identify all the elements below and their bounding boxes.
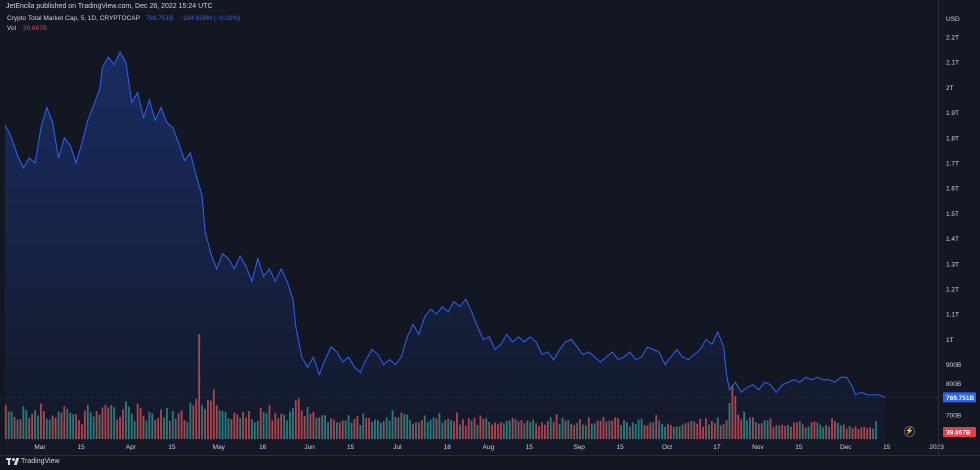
publisher-line: JetEncila published on TradingView.com, … [6,3,213,10]
x-tick-label: 15 [526,444,534,451]
x-tick-label: 15 [883,444,891,451]
y-tick-label: 1T [946,337,954,344]
y-tick-label: 2.1T [946,60,959,67]
symbol-title[interactable]: Crypto Total Market Cap, 5, 1D, CRYPTOCA… [7,15,140,22]
y-tick-label: 700B [946,413,961,420]
volume-tag [943,427,976,437]
x-tick-label: Dec [840,444,852,451]
y-tick-label: 1.3T [946,261,959,268]
y-tick-label: 2.2T [946,35,959,42]
y-tick-label: 1.1T [946,312,959,319]
x-tick-label: Mar [34,444,46,451]
x-tick-label: 15 [347,444,355,451]
y-axis[interactable]: USD 700B 900B 1T 1.1T 1.2T 1.3T 1.4T 1.5T 1.6T 1.7… [946,16,961,420]
x-tick-label: 15 [77,444,85,451]
x-tick-label: 15 [617,444,625,451]
y-tick-label: 1.6T [946,186,959,193]
x-tick-label: 17 [713,444,721,451]
price-tags: 769.751B 39.867B [943,392,976,437]
y-tick-label: 900B [946,362,961,369]
last-price-tag [943,392,976,403]
brand[interactable]: TradingView [6,458,60,465]
x-tick-label: Nov [752,444,764,451]
y-axis-unit: USD [946,16,960,23]
y-tick-label: 1.8T [946,135,959,142]
x-tick-label: 15 [795,444,803,451]
y-tick-label: 1.9T [946,110,959,117]
x-tick-label: 18 [444,444,452,451]
x-tick-label: Jul [393,444,402,451]
y-tick-label: 1.7T [946,161,959,168]
market-cap-area [5,52,885,456]
volume-label[interactable]: Vol [7,25,17,32]
symbol-legend[interactable]: Crypto Total Market Cap, 5, 1D, CRYPTOCA… [7,15,240,22]
x-tick-label: May [213,444,226,451]
volume-value: 39.867B [22,25,48,32]
tradingview-logo-icon [6,458,20,465]
x-tick-label: 16 [259,444,267,451]
legend-change: −184.658M (−0.02%) [179,15,241,22]
x-tick-label: Aug [483,444,495,451]
volume-tag-label: 39.867B [946,430,971,437]
x-tick-label: Oct [662,444,672,451]
y-tick-label: 1.2T [946,287,959,294]
x-tick-label: Apr [126,444,137,451]
last-price-tag-label: 769.751B [946,395,974,402]
y-axis-border [938,0,939,455]
footer-bar: TradingView [0,455,980,470]
x-tick-label: Sep [573,444,585,451]
legend-last-price: 769.751B [145,15,174,22]
y-tick-label: 800B [946,381,961,388]
brand-name: TradingView [21,458,60,465]
y-tick-label: 2T [946,85,954,92]
y-tick-label: 1.4T [946,236,959,243]
x-tick-label: 15 [168,444,176,451]
y-tick-label: 1.5T [946,211,959,218]
x-tick-label: Jun [304,444,315,451]
market-cap-line [4,51,885,398]
volume-legend[interactable]: Vol 39.867B [7,25,47,32]
lightning-icon[interactable]: ⚡ [904,426,915,437]
x-axis[interactable]: Mar 15 Apr 15 May 16 Jun 15 Jul 18 Aug 15 Sep 15 Oct 17… [34,444,944,451]
x-tick-label: 2023 [929,444,944,451]
